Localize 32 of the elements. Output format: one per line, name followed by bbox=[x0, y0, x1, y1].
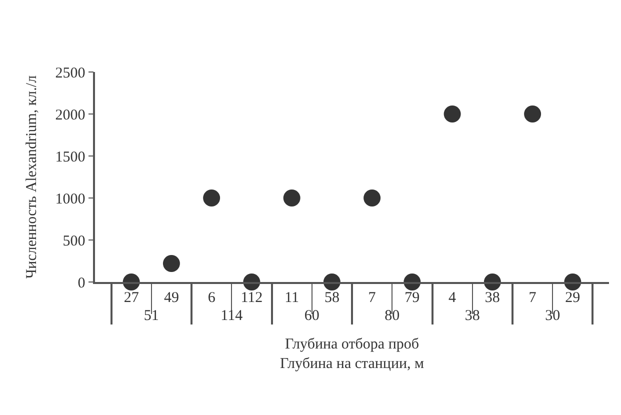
point bbox=[364, 190, 381, 206]
x-tick-label: 79 bbox=[404, 290, 420, 306]
x-tick-label: 7 bbox=[368, 290, 376, 306]
x-tick-label: 6 bbox=[208, 290, 216, 306]
x-axis-title: Глубина отбора проб Глубина на станции, м bbox=[280, 336, 425, 372]
text: 51 bbox=[144, 308, 159, 324]
text: 30 bbox=[545, 308, 560, 324]
x-tick-label: 4 bbox=[448, 290, 457, 306]
point bbox=[162, 255, 180, 272]
y-tick-label: 2500 bbox=[55, 65, 86, 82]
y-tick-label: 0 bbox=[78, 275, 86, 292]
point bbox=[444, 106, 461, 122]
point bbox=[283, 190, 300, 206]
point bbox=[203, 190, 220, 206]
y-tick-label: 1500 bbox=[55, 149, 86, 166]
point bbox=[524, 106, 542, 122]
x-tick-label: 27 bbox=[124, 290, 140, 306]
x-tick-label: 112 bbox=[240, 290, 263, 306]
x-tick-label: 29 bbox=[565, 290, 580, 306]
text: 38 bbox=[464, 308, 480, 324]
x-tick-label: 58 bbox=[324, 290, 340, 306]
text: 60 bbox=[304, 308, 320, 324]
y-tick-label: 500 bbox=[62, 233, 86, 250]
x-tick-label: 7 bbox=[528, 290, 537, 306]
y-tick-label: 1000 bbox=[55, 191, 86, 208]
x-tick-label: 49 bbox=[164, 290, 179, 306]
x-tick-label: 11 bbox=[284, 290, 300, 306]
x-tick-label: 38 bbox=[484, 290, 500, 306]
y-axis-title: Численность Alexandrium, кл./л bbox=[24, 74, 40, 279]
y-tick-label: 2000 bbox=[55, 107, 86, 124]
text: 114 bbox=[220, 308, 244, 324]
text: 80 bbox=[384, 308, 400, 324]
